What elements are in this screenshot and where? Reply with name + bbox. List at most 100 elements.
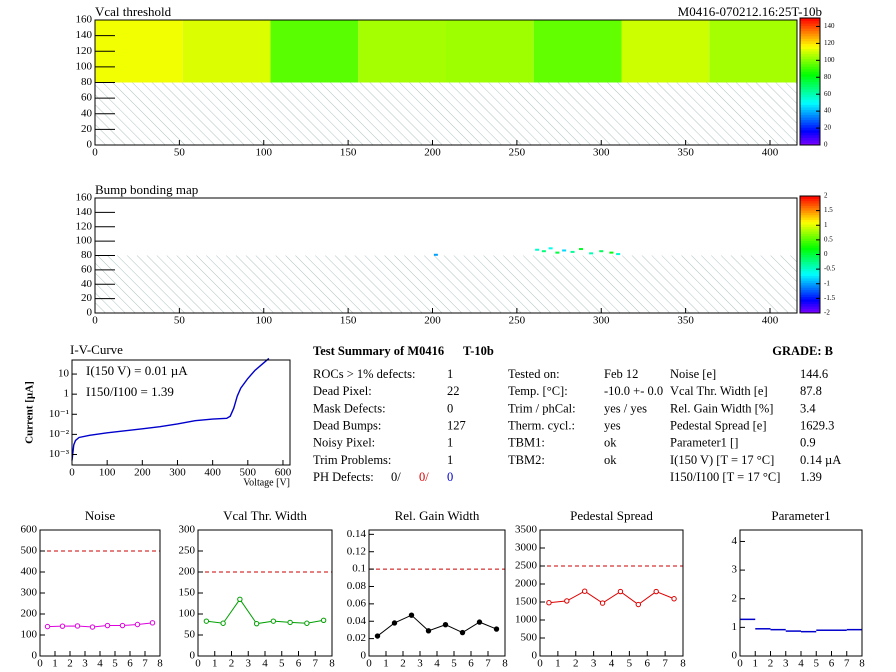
x-tick-label: 0 [37, 658, 43, 670]
colorbar-segment [800, 132, 820, 136]
x-tick-label: 7 [662, 658, 668, 670]
summary-label: Tested on: [508, 367, 560, 381]
colorbar-segment [800, 53, 820, 57]
y-tick-label: 0 [87, 307, 93, 319]
x-tick-label: 3 [246, 658, 252, 670]
pixel [599, 250, 604, 253]
colorbar-segment [800, 23, 820, 27]
colorbar-segment [800, 94, 820, 98]
y-tick-label: 3 [732, 564, 738, 576]
summary-value: yes [604, 418, 621, 432]
x-tick-label: 100 [99, 467, 116, 479]
pixel [548, 247, 553, 250]
colorbar-segment [800, 245, 820, 248]
summary-value: ok [604, 453, 617, 467]
x-tick-label: 50 [174, 147, 186, 159]
colorbar-label: 100 [824, 56, 835, 64]
colorbar-segment [800, 296, 820, 300]
data-point [653, 588, 659, 595]
colorbar-segment [800, 56, 820, 60]
data-point [564, 598, 570, 604]
x-tick-label: 300 [593, 147, 610, 159]
x-tick-label: 1 [212, 658, 218, 670]
hatched-area [95, 82, 797, 145]
y-tick-label: 10⁻² [49, 428, 70, 440]
x-tick-label: 400 [762, 315, 779, 327]
y-tick-label: 3500 [515, 524, 538, 536]
colorbar-label: 2 [824, 192, 828, 200]
data-line [71, 357, 270, 461]
data-line [206, 598, 324, 625]
colorbar-segment [800, 301, 820, 305]
summary-label: PH Defects: [313, 470, 374, 484]
x-tick-label: 7 [142, 658, 148, 670]
summary-label: Noisy Pixel: [313, 436, 375, 450]
x-tick-label: 3 [783, 658, 789, 670]
heatmap-cell [621, 20, 710, 83]
data-point [59, 623, 66, 629]
chart-title: Vcal Thr. Width [223, 508, 307, 523]
y-tick-label: 140 [76, 29, 93, 41]
x-tick-label: 400 [762, 147, 779, 159]
summary-label: Parameter1 [] [670, 436, 738, 450]
y-tick-label: 200 [21, 608, 38, 620]
y-tick-label: 60 [81, 92, 93, 104]
data-point [320, 617, 327, 623]
summary-label: Mask Defects: [313, 401, 386, 415]
x-tick-label: 1 [52, 658, 58, 670]
summary-label: Trim Problems: [313, 453, 391, 467]
x-tick-label: 6 [296, 658, 302, 670]
plot-frame [71, 359, 291, 466]
x-tick-label: 0 [366, 658, 372, 670]
heatmap-cell [446, 20, 534, 83]
data-point [119, 622, 126, 629]
y-tick-label: 500 [521, 632, 538, 644]
x-tick-label: 1 [555, 658, 561, 670]
hatched-area [95, 255, 797, 313]
y-tick-label: 0 [32, 650, 38, 662]
y-tick-label: 100 [179, 608, 196, 620]
x-tick-label: 6 [468, 658, 474, 670]
colorbar-segment [800, 45, 820, 49]
colorbar-segment [800, 294, 820, 298]
data-point [617, 588, 624, 595]
y-tick-label: 50 [184, 629, 196, 641]
data-point [237, 596, 243, 602]
x-tick-label: 5 [814, 658, 820, 670]
colorbar-segment [800, 76, 820, 80]
x-tick-label: 8 [859, 658, 865, 670]
x-tick-label: 350 [677, 147, 694, 159]
colorbar-segment [800, 198, 820, 202]
colorbar-segment [800, 233, 820, 237]
data-point [635, 601, 642, 608]
data-point [44, 623, 51, 630]
colorbar-segment [800, 203, 820, 206]
data-point [599, 600, 606, 606]
y-tick-label: 10⁻³ [49, 448, 70, 460]
data-point [425, 628, 432, 634]
y-tick-label: 0.08 [347, 580, 367, 592]
colorbar-segment [800, 305, 820, 309]
colorbar-segment [800, 33, 820, 37]
plot-frame [39, 529, 161, 657]
data-point [287, 619, 293, 626]
x-tick-label: 0 [92, 147, 98, 159]
data-point [476, 619, 483, 625]
x-tick-label: 300 [593, 315, 610, 327]
summary-label: Noise [e] [670, 367, 716, 381]
colorbar-segment [800, 104, 820, 108]
y-tick-label: 0 [361, 650, 367, 662]
y-tick-label: 3000 [515, 542, 538, 554]
summary-label: Trim / phCal: [508, 401, 576, 415]
summary-test: T-10b [463, 344, 494, 358]
colorbar-segment [800, 81, 820, 85]
plot-frame [539, 529, 684, 657]
plot-frame [197, 529, 333, 657]
summary-value: 1629.3 [800, 418, 834, 432]
x-tick-label: 7 [844, 658, 850, 670]
chart-title: I-V-Curve [70, 342, 123, 357]
colorbar-segment [800, 106, 820, 110]
colorbar-segment [800, 142, 820, 146]
